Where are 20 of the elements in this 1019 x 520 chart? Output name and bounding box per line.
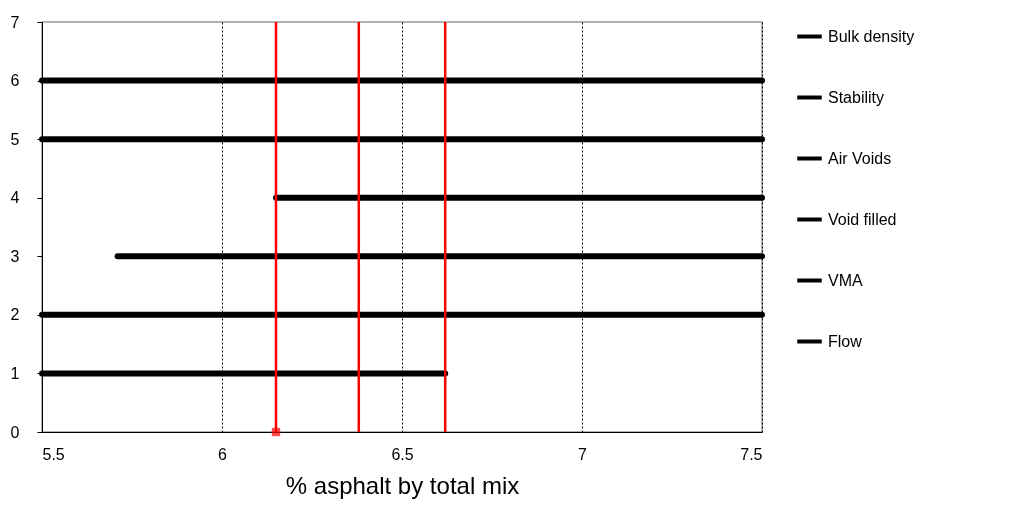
x-tick-label: 5.5 — [42, 445, 65, 463]
x-tick-label: 7 — [578, 445, 588, 463]
y-tick-label: 2 — [10, 306, 20, 324]
legend-label: Void filled — [828, 210, 897, 228]
legend-label: Stability — [828, 88, 885, 106]
y-tick-label: 7 — [10, 13, 20, 31]
y-tick-label: 5 — [10, 130, 20, 148]
legend-label: Air Voids — [828, 149, 892, 167]
y-tick-label: 0 — [10, 423, 20, 441]
y-tick-label: 1 — [10, 364, 20, 382]
x-tick-label: 6.5 — [391, 445, 414, 463]
legend-label: Flow — [828, 332, 863, 350]
legend-label: Bulk density — [828, 27, 915, 45]
x-axis-title: % asphalt by total mix — [285, 471, 520, 499]
y-tick-label: 3 — [10, 247, 20, 265]
x-tick-label: 6 — [218, 445, 228, 463]
x-tick-label: 7.5 — [740, 445, 763, 463]
y-tick-label: 6 — [10, 72, 20, 90]
legend-label: VMA — [828, 271, 863, 289]
y-tick-label: 4 — [10, 189, 20, 207]
